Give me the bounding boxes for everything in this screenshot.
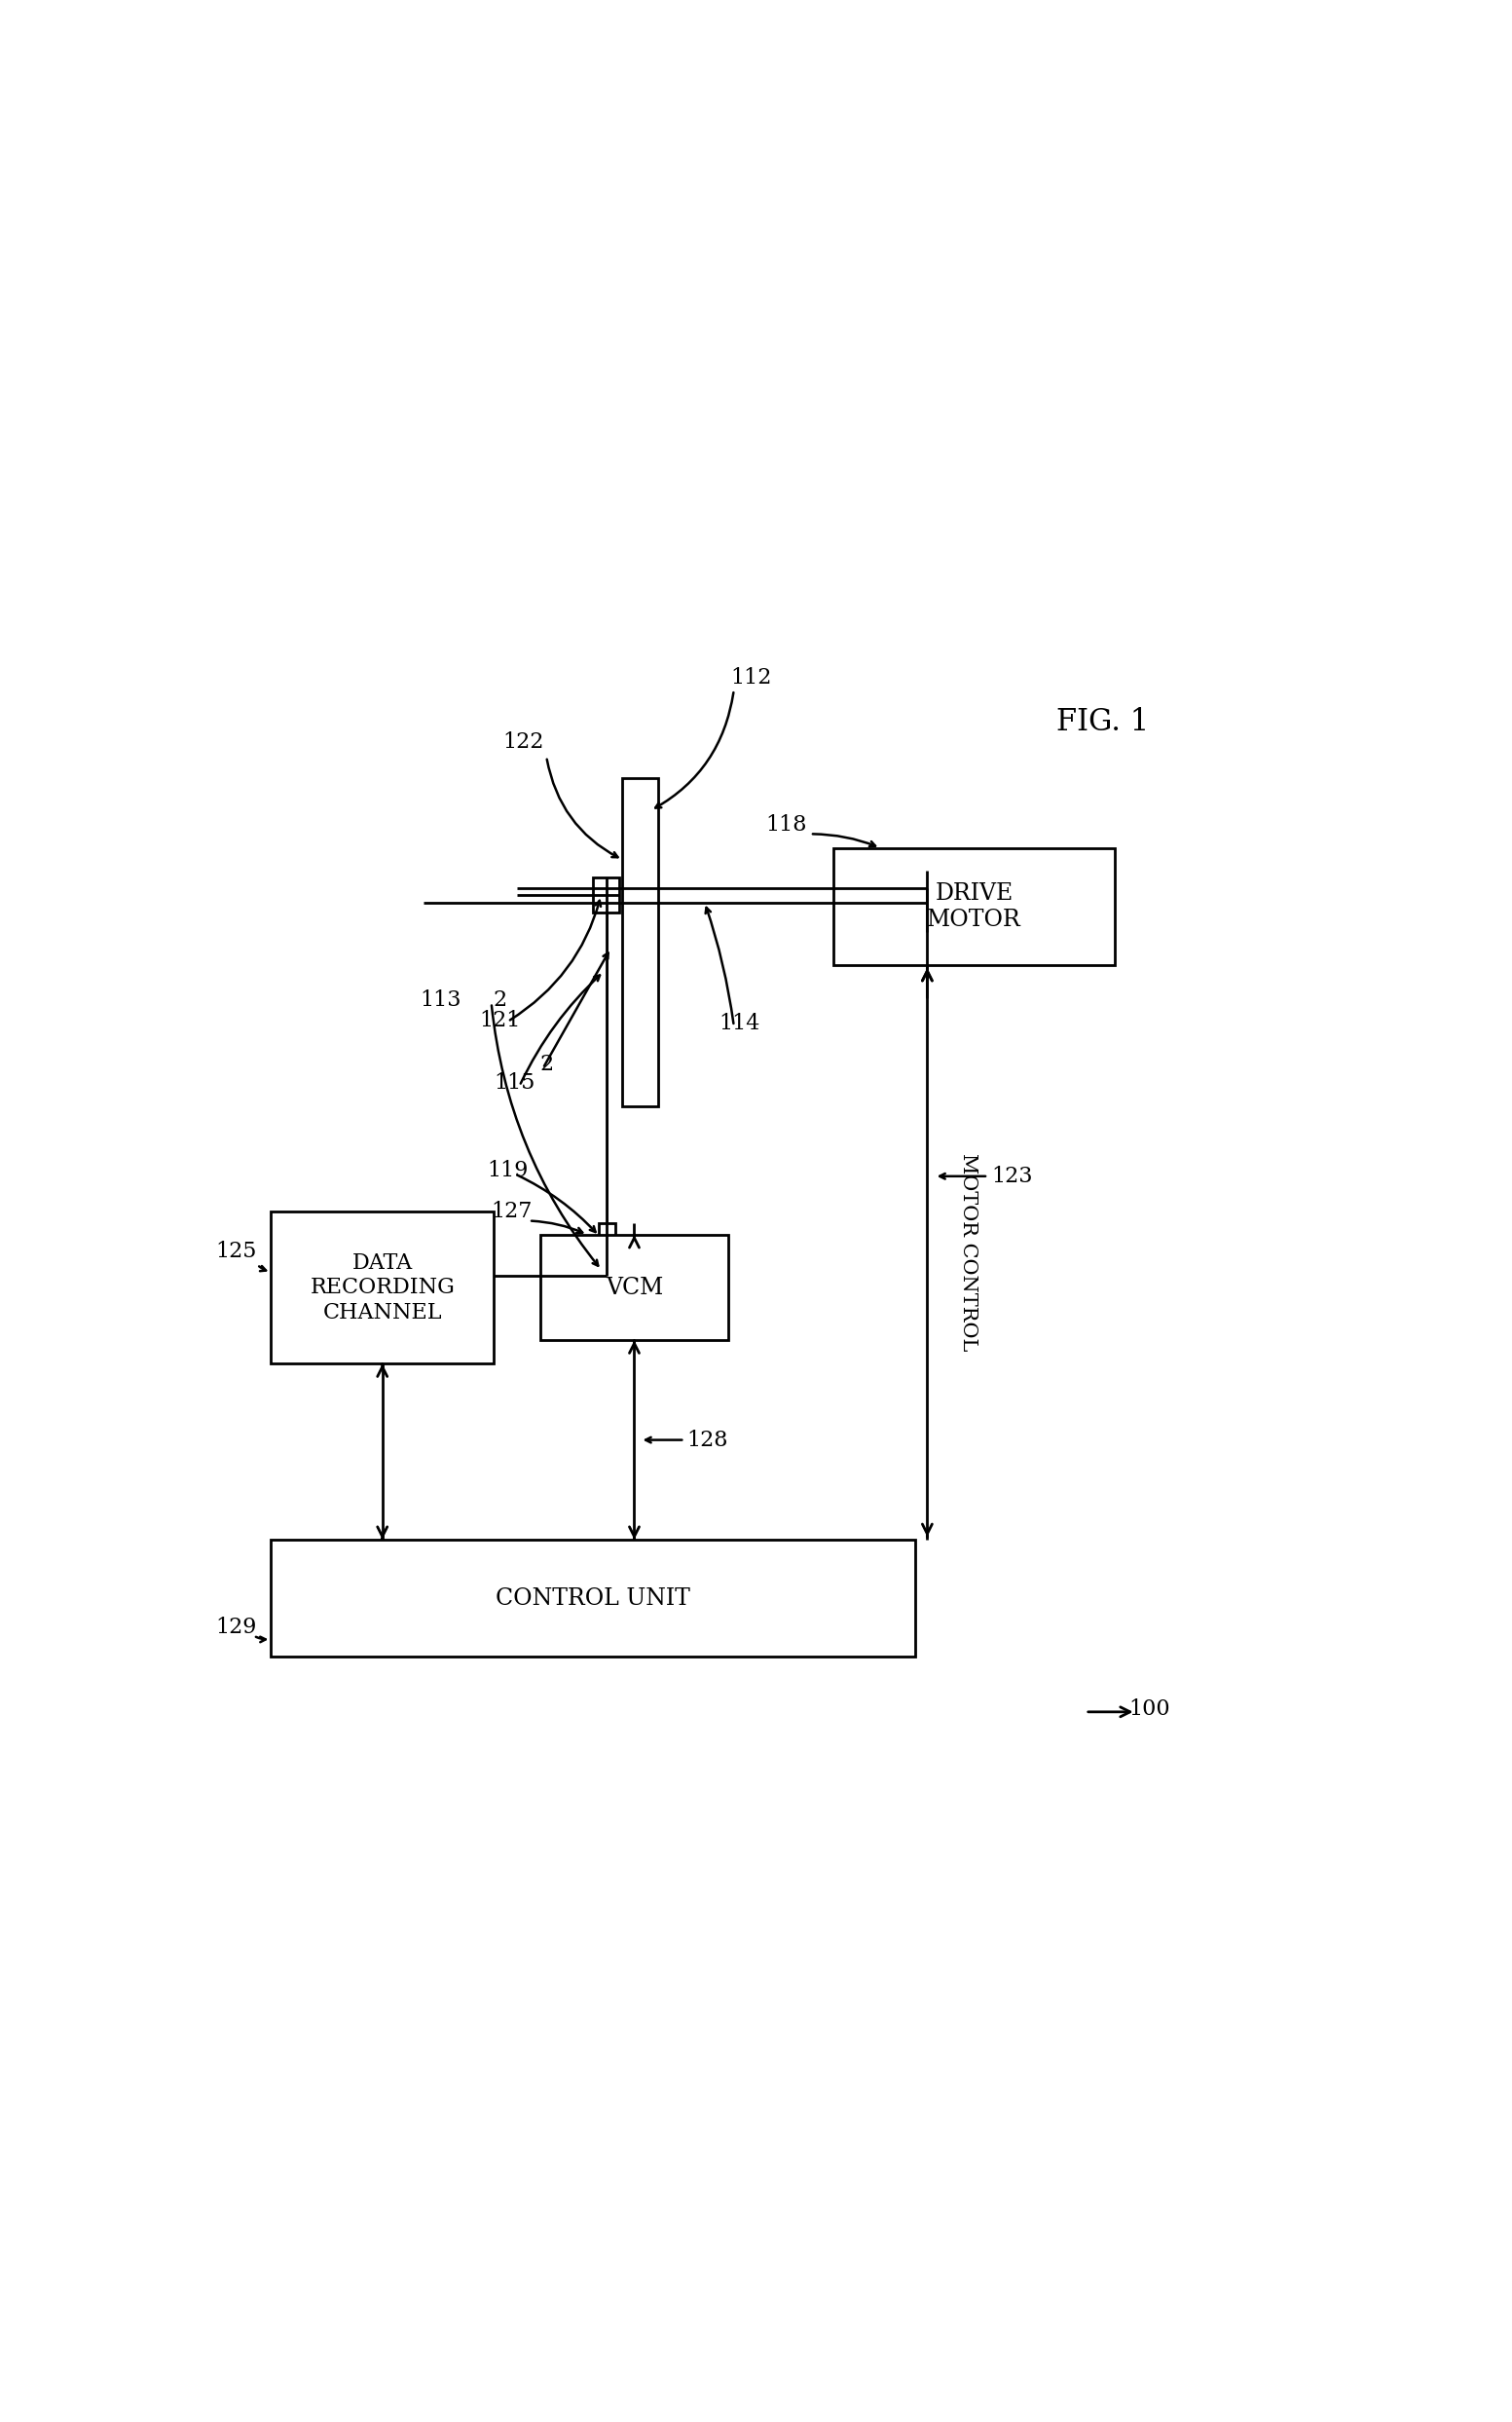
Text: 115: 115 bbox=[494, 1073, 535, 1092]
Text: DRIVE
MOTOR: DRIVE MOTOR bbox=[927, 882, 1021, 930]
Text: FIG. 1: FIG. 1 bbox=[1057, 707, 1149, 739]
Text: 100: 100 bbox=[1129, 1698, 1170, 1720]
Text: 121: 121 bbox=[479, 1010, 520, 1032]
Text: 119: 119 bbox=[487, 1160, 528, 1182]
Text: 118: 118 bbox=[767, 814, 807, 836]
Text: 128: 128 bbox=[686, 1429, 729, 1451]
FancyBboxPatch shape bbox=[541, 1235, 729, 1339]
Text: VCM: VCM bbox=[605, 1276, 664, 1298]
FancyBboxPatch shape bbox=[271, 1211, 493, 1364]
Text: 125: 125 bbox=[215, 1240, 257, 1262]
FancyBboxPatch shape bbox=[271, 1540, 916, 1657]
FancyBboxPatch shape bbox=[593, 877, 618, 913]
Text: MOTOR CONTROL: MOTOR CONTROL bbox=[959, 1153, 977, 1351]
Text: 113: 113 bbox=[420, 991, 461, 1010]
FancyBboxPatch shape bbox=[599, 1223, 615, 1250]
FancyBboxPatch shape bbox=[833, 848, 1114, 966]
Text: 2: 2 bbox=[493, 991, 507, 1010]
Text: 112: 112 bbox=[730, 668, 773, 688]
Text: 127: 127 bbox=[490, 1201, 532, 1223]
Text: 123: 123 bbox=[992, 1165, 1033, 1187]
Text: 122: 122 bbox=[502, 731, 544, 753]
Text: CONTROL UNIT: CONTROL UNIT bbox=[496, 1586, 691, 1608]
Text: 2: 2 bbox=[540, 1054, 553, 1075]
FancyBboxPatch shape bbox=[623, 777, 658, 1107]
Text: 129: 129 bbox=[215, 1618, 257, 1637]
Text: 114: 114 bbox=[720, 1012, 761, 1034]
Text: DATA
RECORDING
CHANNEL: DATA RECORDING CHANNEL bbox=[310, 1252, 455, 1322]
